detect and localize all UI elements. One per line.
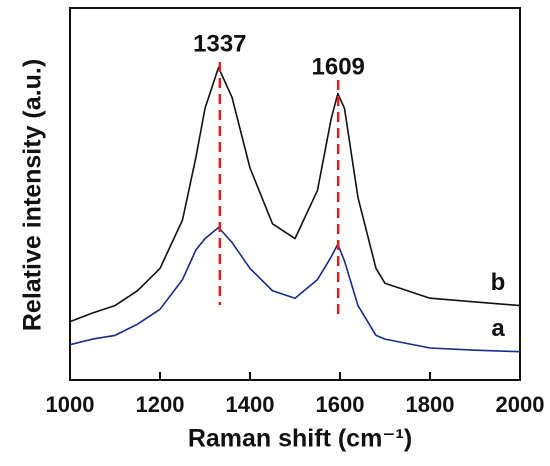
x-tick-label: 1000 [46,392,95,417]
series-line [69,226,521,353]
x-tick-label: 2000 [496,392,545,417]
x-axis-label: Raman shift (cm⁻¹) [188,425,412,453]
x-tick-label: 1800 [406,392,455,417]
series-label: b [491,269,506,296]
peak-label: 1337 [193,30,246,57]
x-tick-label: 1600 [316,392,365,417]
x-tick-label: 1400 [226,392,275,417]
y-axis-label: Relative intensity (a.u.) [19,59,47,331]
series-label: a [491,315,505,342]
series-line [69,66,521,323]
plot-frame [69,7,521,381]
peak-label: 1609 [312,53,365,80]
x-tick-label: 1200 [136,392,185,417]
